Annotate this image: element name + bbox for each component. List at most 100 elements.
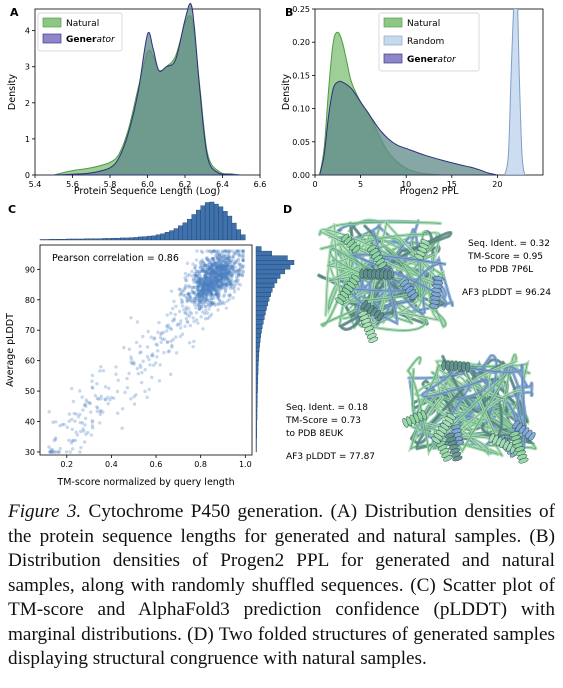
scatter-point	[234, 269, 238, 273]
scatter-point	[111, 396, 116, 400]
scatter-point	[190, 269, 194, 274]
scatter-point	[197, 288, 201, 292]
scatter-point	[188, 323, 193, 328]
scatter-point	[223, 288, 228, 293]
scatter-point	[212, 258, 216, 262]
scatter-point	[226, 277, 230, 282]
scatter-point	[98, 412, 103, 417]
scatter-point	[197, 284, 201, 289]
scatter-point	[200, 287, 205, 292]
scatter-point	[84, 432, 88, 437]
scatter-point	[215, 275, 219, 280]
scatter-point	[221, 274, 225, 278]
y-marginal-bar	[255, 424, 257, 430]
scatter-point	[217, 285, 221, 289]
y-marginal-bar	[255, 296, 270, 302]
scatter-point	[199, 291, 203, 296]
scatter-point	[152, 336, 157, 340]
scatter-point	[195, 274, 199, 278]
scatter-point	[204, 274, 208, 278]
scatter-point	[60, 422, 65, 427]
scatter-point	[205, 255, 209, 260]
scatter-point	[200, 295, 204, 300]
scatter-point	[201, 269, 206, 273]
scatter-point	[231, 296, 235, 300]
panel-d-structures: Seq. Ident. = 0.32 TM-Score = 0.95 to PD…	[285, 218, 551, 464]
scatter-point	[202, 279, 207, 284]
scatter-point	[150, 352, 155, 356]
scatter-point	[220, 276, 224, 280]
scatter-point	[212, 283, 216, 287]
x-tick-label: 6.6	[254, 180, 267, 189]
scatter-point	[143, 389, 147, 394]
scatter-point	[209, 272, 213, 276]
scatter-point	[186, 313, 190, 317]
scatter-point	[241, 249, 245, 253]
scatter-point	[209, 268, 214, 273]
scatter-point	[197, 292, 202, 297]
scatter-point	[210, 292, 215, 296]
scatter-point	[209, 293, 213, 297]
scatter-point	[132, 402, 137, 406]
scatter-point	[98, 369, 102, 373]
caption-figure-label: Figure 3.	[8, 501, 82, 522]
x-tick-label: 6.0	[141, 180, 154, 189]
scatter-point	[180, 300, 184, 305]
scatter-point	[196, 277, 201, 281]
scatter-point	[209, 300, 214, 304]
scatter-point	[203, 276, 208, 280]
scatter-point	[206, 272, 211, 276]
scatter-point	[192, 303, 197, 307]
scatter-point	[201, 283, 205, 287]
scatter-point	[224, 266, 229, 270]
scatter-point	[120, 407, 125, 411]
x-marginal-bar	[57, 239, 63, 241]
scatter-point	[209, 277, 213, 281]
scatter-point	[213, 270, 217, 275]
scatter-point	[204, 270, 208, 275]
scatter-point	[197, 278, 202, 282]
y-marginal-bar	[255, 287, 273, 293]
scatter-point	[200, 289, 204, 294]
x-tick-label: 5.8	[104, 180, 117, 189]
scatter-point	[213, 283, 217, 288]
scatter-point	[186, 298, 190, 302]
scatter-point	[194, 311, 199, 315]
scatter-point	[197, 295, 201, 299]
scatter-point	[165, 329, 169, 333]
scatter-point	[223, 267, 228, 272]
scatter-point	[198, 260, 202, 264]
scatter-point	[208, 285, 213, 290]
scatter-point	[53, 437, 58, 442]
scatter-point	[203, 285, 207, 289]
scatter-point	[208, 249, 212, 254]
scatter-point	[190, 285, 194, 289]
scatter-point	[201, 294, 205, 299]
scatter-point	[225, 271, 229, 275]
scatter-point	[196, 281, 200, 286]
scatter-point	[223, 268, 228, 272]
scatter-point	[205, 284, 210, 288]
scatter-point	[212, 249, 217, 253]
scatter-point	[211, 257, 215, 261]
scatter-point	[218, 253, 222, 257]
scatter-point	[127, 371, 131, 376]
scatter-point	[211, 288, 215, 292]
scatter-point	[218, 273, 223, 278]
scatter-point	[224, 283, 228, 288]
scatter-point	[214, 286, 218, 290]
scatter-point	[217, 263, 221, 268]
scatter-point	[145, 354, 150, 359]
scatter-point	[214, 291, 219, 295]
y-tick-label: 60	[25, 357, 35, 366]
scatter-point	[213, 289, 217, 293]
scatter-point	[216, 296, 220, 300]
scatter-point	[177, 287, 181, 291]
scatter-point	[224, 282, 228, 286]
y-tick-label: 80	[25, 296, 35, 305]
scatter-point	[205, 287, 209, 291]
helix	[431, 413, 456, 444]
scatter-point	[72, 411, 76, 416]
scatter-point	[226, 255, 231, 260]
scatter-point	[62, 422, 67, 427]
